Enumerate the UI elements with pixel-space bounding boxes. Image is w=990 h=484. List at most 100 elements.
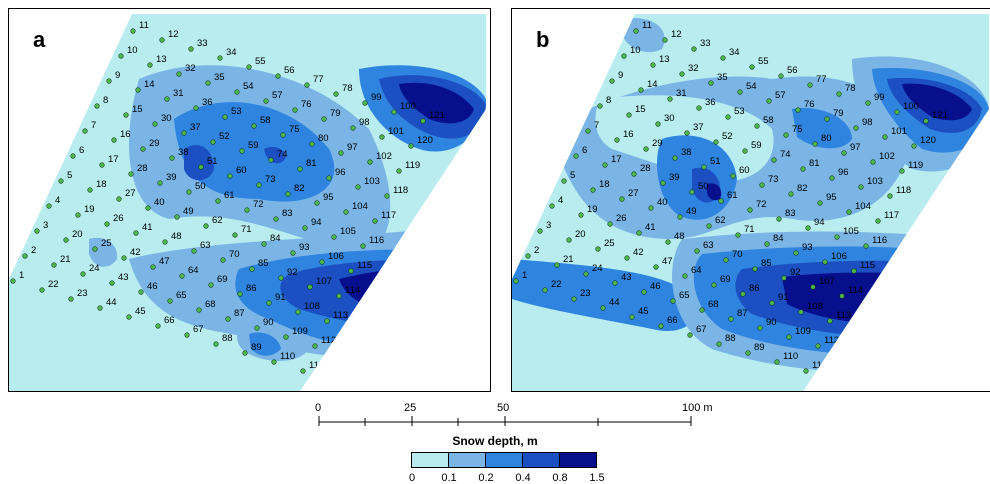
sample-point-label: 86 <box>749 283 760 294</box>
sample-point-label: 48 <box>674 231 685 242</box>
sample-point <box>82 128 88 134</box>
sample-point <box>749 64 755 70</box>
sample-point <box>133 230 139 236</box>
sample-point-label: 7 <box>91 120 96 131</box>
sample-point-label: 25 <box>101 238 112 249</box>
sample-point-label: 37 <box>693 122 704 133</box>
sample-point-label: 87 <box>234 308 245 319</box>
sample-point <box>923 118 929 124</box>
sample-point-label: 64 <box>691 265 702 276</box>
sample-point-label: 32 <box>185 63 196 74</box>
sample-point-label: 74 <box>780 149 791 160</box>
sample-point <box>585 128 591 134</box>
sample-point <box>152 121 158 127</box>
sample-point-label: 73 <box>768 174 779 185</box>
sample-point-label: 43 <box>118 272 129 283</box>
sample-point-label: 61 <box>727 190 738 201</box>
sample-point-label: 9 <box>115 70 120 81</box>
sample-point <box>278 275 284 281</box>
sample-point-label: 92 <box>790 267 801 278</box>
sample-point <box>624 255 630 261</box>
sample-point-label: 29 <box>652 138 663 149</box>
sample-point <box>290 250 296 256</box>
sample-point-label: 61 <box>224 190 235 201</box>
sample-point-label: 10 <box>127 45 138 56</box>
sample-point-label: 1 <box>19 270 24 281</box>
sample-point-label: 99 <box>371 92 382 103</box>
sample-point-label: 85 <box>761 258 772 269</box>
sample-point <box>266 300 272 306</box>
sample-point-label: 14 <box>144 79 155 90</box>
sample-point <box>97 305 103 311</box>
sample-point <box>846 209 852 215</box>
sample-point <box>853 125 859 131</box>
sample-point <box>684 130 690 136</box>
sample-point-label: 43 <box>621 272 632 283</box>
sample-point-label: 69 <box>720 274 731 285</box>
sample-point-label: 6 <box>79 145 84 156</box>
sample-point <box>735 232 741 238</box>
sample-point-label: 68 <box>708 299 719 310</box>
sample-point-label: 107 <box>819 276 835 287</box>
sample-point <box>672 155 678 161</box>
sample-point <box>718 198 724 204</box>
sample-point <box>742 148 748 154</box>
sample-point <box>155 323 161 329</box>
sample-point <box>111 137 117 143</box>
sample-point-label: 34 <box>226 47 237 58</box>
sample-point <box>256 182 262 188</box>
map-panel-a: 1 2 3 4 5 6 7 8 9 10 11 12 13 14 15 16 17 18 19 20 21 22 23 24 2… <box>8 8 491 392</box>
sample-point-label: 121 <box>932 110 948 121</box>
sample-point-label: 19 <box>84 204 95 215</box>
sample-point-label: 88 <box>222 333 233 344</box>
sample-point-label: 81 <box>306 158 317 169</box>
sample-point <box>396 168 402 174</box>
sample-point <box>126 314 132 320</box>
sample-point-label: 107 <box>316 276 332 287</box>
sample-point <box>752 266 758 272</box>
sample-point <box>314 200 320 206</box>
sample-point <box>699 307 705 313</box>
sample-point <box>150 264 156 270</box>
sample-point <box>210 139 216 145</box>
sample-point-label: 97 <box>850 142 861 153</box>
sample-point-label: 33 <box>700 38 711 49</box>
sample-point-label: 62 <box>212 215 223 226</box>
sample-point <box>621 53 627 59</box>
sample-point <box>609 78 615 84</box>
sample-point <box>677 214 683 220</box>
sample-point <box>39 287 45 293</box>
sample-point-label: 111 <box>309 360 323 371</box>
sample-point-label: 110 <box>783 351 798 362</box>
sample-point-label: 54 <box>243 81 254 92</box>
sample-point <box>109 280 115 286</box>
sample-point-label: 72 <box>756 199 767 210</box>
sample-point <box>263 98 269 104</box>
sample-point-label: 75 <box>289 124 300 135</box>
sample-point-label: 93 <box>802 242 813 253</box>
sample-point-label: 11 <box>642 20 652 31</box>
sample-point-label: 96 <box>838 167 849 178</box>
sample-point-label: 22 <box>551 279 562 290</box>
sample-point <box>174 214 180 220</box>
sample-point-label: 67 <box>193 324 204 335</box>
sample-point <box>776 216 782 222</box>
sample-point-label: 16 <box>623 129 634 140</box>
sample-point-label: 68 <box>205 299 216 310</box>
depth-contour-zone <box>399 82 474 124</box>
sample-point-label: 47 <box>159 256 170 267</box>
sample-point <box>812 141 818 147</box>
sample-point-label: 70 <box>229 249 240 260</box>
sample-point-label: 120 <box>920 135 936 146</box>
sample-point-label: 59 <box>751 140 762 151</box>
sample-point <box>225 316 231 322</box>
sample-point-label: 66 <box>164 315 175 326</box>
scale-label-50: 50 <box>497 402 510 414</box>
sample-point-label: 56 <box>284 65 295 76</box>
sample-point-label: 105 <box>843 226 859 237</box>
sample-point <box>679 71 685 77</box>
sample-point-label: 26 <box>113 213 124 224</box>
sample-point <box>251 123 257 129</box>
sample-point-label: 95 <box>826 192 837 203</box>
sample-point <box>696 105 702 111</box>
